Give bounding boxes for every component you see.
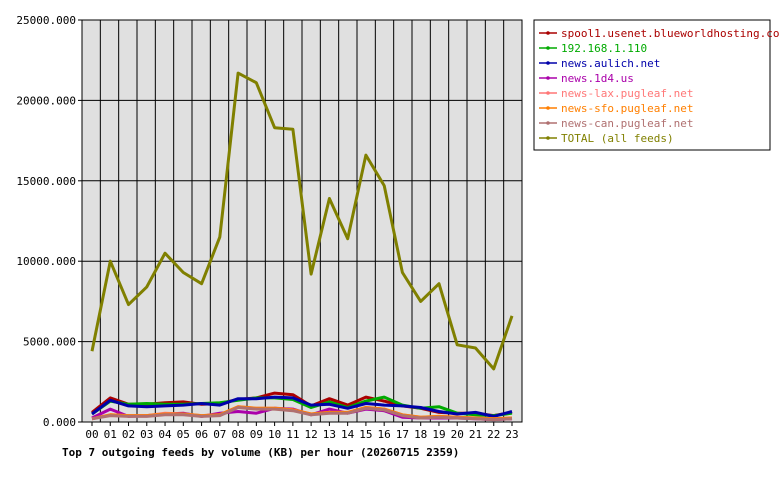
x-tick-label: 16 bbox=[378, 428, 391, 441]
x-tick-label: 01 bbox=[104, 428, 117, 441]
x-tick-label: 04 bbox=[158, 428, 172, 441]
x-tick-label: 17 bbox=[396, 428, 409, 441]
x-tick-label: 18 bbox=[414, 428, 427, 441]
x-tick-label: 10 bbox=[268, 428, 281, 441]
series-line bbox=[91, 395, 513, 418]
legend: spool1.usenet.blueworldhosting.com 192.16… bbox=[533, 19, 780, 151]
x-tick-label: 21 bbox=[469, 428, 482, 441]
x-tick-label: 02 bbox=[122, 428, 135, 441]
x-tick-label: 13 bbox=[323, 428, 336, 441]
x-tick-label: 08 bbox=[231, 428, 244, 441]
x-tick-label: 09 bbox=[250, 428, 263, 441]
y-tick-label: 5000.000 bbox=[23, 336, 76, 349]
x-tick-label: 06 bbox=[195, 428, 208, 441]
x-tick-label: 03 bbox=[140, 428, 153, 441]
y-tick-label: 25000.000 bbox=[16, 14, 76, 27]
x-axis: 00 01 02 03 04 05 06 07 08 09 10 11 12 13 14 15 16 17 18 19… bbox=[85, 422, 519, 441]
legend-box bbox=[533, 19, 771, 151]
x-tick-label: 00 bbox=[85, 428, 98, 441]
series-line bbox=[91, 395, 513, 418]
legend-marker bbox=[546, 46, 550, 50]
chart-title: Top 7 outgoing feeds by volume (KB) per … bbox=[62, 446, 459, 459]
legend-label: news-can.pugleaf.net bbox=[561, 117, 693, 130]
legend-label: news-sfo.pugleaf.net bbox=[561, 102, 693, 115]
grid-lines bbox=[82, 19, 522, 423]
legend-label: TOTAL (all feeds) bbox=[561, 132, 674, 145]
legend-label: news-lax.pugleaf.net bbox=[561, 87, 693, 100]
x-tick-label: 14 bbox=[341, 428, 355, 441]
x-tick-label: 07 bbox=[213, 428, 226, 441]
x-tick-label: 15 bbox=[359, 428, 372, 441]
y-tick-label: 15000.000 bbox=[16, 175, 76, 188]
legend-label: news.1d4.us bbox=[561, 72, 634, 85]
x-tick-label: 20 bbox=[451, 428, 464, 441]
legend-marker bbox=[546, 61, 550, 65]
series-line bbox=[91, 406, 513, 422]
x-tick-label: 22 bbox=[487, 428, 500, 441]
legend-label: news.aulich.net bbox=[561, 57, 660, 70]
series-lines bbox=[90, 71, 514, 422]
x-tick-label: 05 bbox=[177, 428, 190, 441]
legend-marker bbox=[546, 31, 550, 35]
legend-label: spool1.usenet.blueworldhosting.com bbox=[561, 27, 780, 40]
legend-marker bbox=[546, 121, 550, 125]
legend-marker bbox=[546, 136, 550, 140]
y-axis: 0.000 5000.000 10000.000 15000.000 20000.000… bbox=[16, 14, 82, 429]
x-tick-label: 11 bbox=[286, 428, 299, 441]
plot-border bbox=[81, 19, 523, 423]
legend-marker bbox=[546, 91, 550, 95]
y-tick-label: 20000.000 bbox=[16, 94, 76, 107]
y-tick-label: 0.000 bbox=[43, 416, 76, 429]
legend-marker bbox=[546, 76, 550, 80]
x-tick-label: 19 bbox=[432, 428, 445, 441]
x-tick-label: 23 bbox=[505, 428, 518, 441]
series-line bbox=[90, 71, 514, 371]
legend-marker bbox=[546, 106, 550, 110]
y-tick-label: 10000.000 bbox=[16, 255, 76, 268]
legend-label: 192.168.1.110 bbox=[561, 42, 647, 55]
x-tick-label: 12 bbox=[305, 428, 318, 441]
